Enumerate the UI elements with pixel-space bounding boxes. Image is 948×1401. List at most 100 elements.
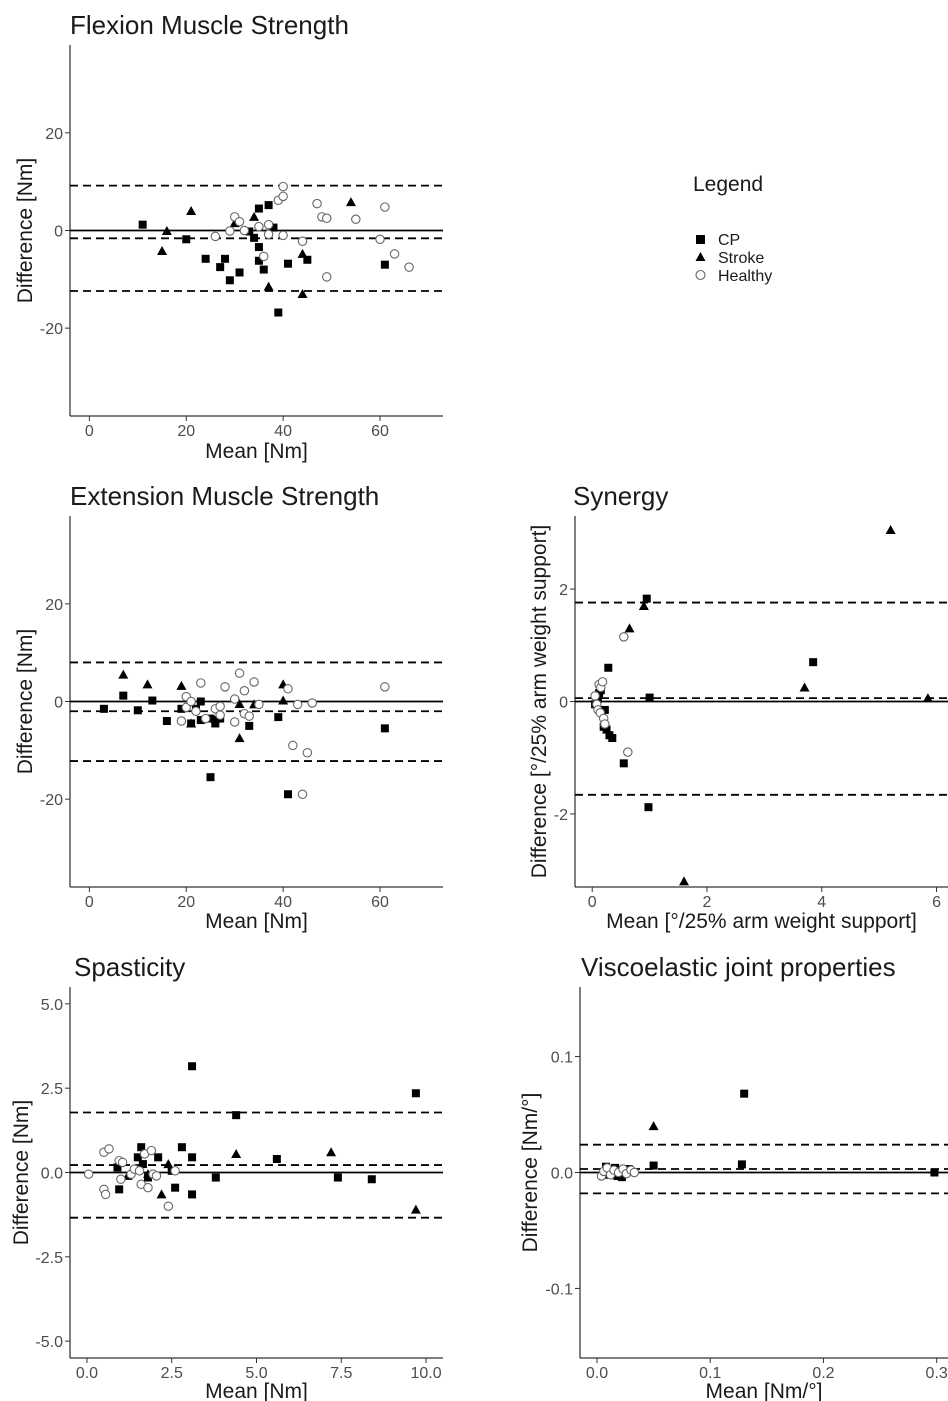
stroke-point <box>679 876 690 886</box>
y-tick-label: 0 <box>54 695 63 712</box>
series-cp <box>591 594 818 812</box>
series-healthy <box>176 668 390 799</box>
cp-point <box>644 803 653 812</box>
y-tick-label: 20 <box>45 126 63 143</box>
stroke-point <box>278 695 289 705</box>
healthy-point <box>191 706 201 717</box>
stroke-point <box>297 288 308 298</box>
healthy-point <box>134 1166 145 1176</box>
y-tick-label: -20 <box>40 321 63 338</box>
cp-point <box>602 725 611 734</box>
cp-point <box>608 734 617 743</box>
x-tick-label: 0.3 <box>926 1365 948 1382</box>
healthy-point <box>196 678 206 688</box>
cp-point <box>303 255 312 264</box>
cp-point <box>177 1143 186 1152</box>
y-tick-label: -0.1 <box>545 1281 573 1298</box>
panel-spasticity: Spasticity 0.0 2.5 5.0 7.5 10.0 -5.0 -2.5 0.0 2.5… <box>10 952 443 1401</box>
legend-title: Legend <box>693 173 763 196</box>
cp-point <box>380 724 389 733</box>
stroke-point <box>799 682 810 692</box>
x-axis-label: Mean [Nm] <box>205 1380 308 1401</box>
x-tick-label: 20 <box>177 423 195 440</box>
healthy-point <box>312 198 322 209</box>
legend-item-cp: CP <box>696 232 740 249</box>
healthy-point <box>297 236 308 246</box>
healthy-point <box>215 701 225 712</box>
healthy-point <box>629 1167 640 1178</box>
cp-point <box>367 1175 376 1184</box>
stroke-point <box>231 1148 242 1158</box>
stroke-point <box>648 1121 659 1131</box>
cp-point <box>196 697 205 706</box>
x-tick-label: 2 <box>703 894 712 911</box>
stroke-point <box>638 600 649 610</box>
x-tick-label: 40 <box>274 894 292 911</box>
healthy-point <box>225 226 235 236</box>
stroke-point <box>234 698 245 708</box>
cp-point <box>137 1143 146 1152</box>
cp-point <box>642 594 651 603</box>
cp-point <box>206 714 215 723</box>
legend-label-stroke: Stroke <box>718 250 764 267</box>
stroke-point <box>263 281 274 291</box>
stroke-point <box>156 1189 167 1199</box>
x-tick-label: 0.2 <box>812 1365 834 1382</box>
y-tick-label: 0.0 <box>41 1166 63 1183</box>
y-tick-label: -2.5 <box>35 1250 63 1267</box>
series-cp <box>99 691 389 799</box>
healthy-point <box>263 219 274 230</box>
series-cp <box>138 201 389 317</box>
stroke-point <box>410 1204 421 1214</box>
healthy-point <box>619 632 629 642</box>
x-tick-label: 20 <box>177 894 195 911</box>
healthy-point <box>307 698 317 708</box>
healthy-point <box>239 225 250 236</box>
stroke-point <box>163 1159 174 1169</box>
healthy-point <box>380 682 390 692</box>
series-healthy <box>210 181 414 282</box>
x-tick-label: 0 <box>85 423 94 440</box>
cp-point <box>133 1153 142 1162</box>
healthy-point <box>117 1157 128 1168</box>
stroke-point <box>345 197 356 207</box>
healthy-point <box>234 668 245 678</box>
healthy-point <box>229 717 240 727</box>
healthy-point <box>288 740 298 751</box>
healthy-point <box>590 691 600 701</box>
chart-title: Extension Muscle Strength <box>70 481 379 511</box>
healthy-point <box>200 713 211 724</box>
healthy-point <box>254 699 264 710</box>
y-tick-label: 2 <box>559 582 568 599</box>
x-tick-label: 40 <box>274 423 292 440</box>
cp-point <box>245 721 254 730</box>
y-tick-label: 0.1 <box>551 1050 573 1067</box>
healthy-point <box>83 1169 94 1179</box>
stroke-point <box>326 1147 337 1157</box>
legend-square-marker <box>696 235 705 244</box>
cp-point <box>138 1160 147 1169</box>
cp-point <box>188 1190 197 1199</box>
healthy-point <box>263 229 274 240</box>
legend-triangle-marker <box>695 252 706 261</box>
healthy-point <box>404 262 414 272</box>
x-tick-label: 60 <box>371 423 389 440</box>
stroke-point <box>922 693 933 703</box>
x-axis-label: Mean [Nm/°] <box>706 1380 823 1401</box>
y-axis-label: Difference [Nm/°] <box>519 1093 542 1253</box>
x-axis-label: Mean [Nm] <box>205 910 308 933</box>
cp-point <box>113 1163 122 1172</box>
cp-point <box>411 1089 420 1098</box>
healthy-point <box>389 249 400 259</box>
series-cp <box>113 1062 420 1199</box>
cp-point <box>259 265 268 274</box>
y-axis-label: Difference [°/25% arm weight support] <box>528 525 551 879</box>
healthy-point <box>375 234 385 245</box>
healthy-point <box>176 716 187 726</box>
cp-point <box>216 263 225 272</box>
cp-point <box>232 1111 241 1120</box>
healthy-point <box>215 710 225 720</box>
x-tick-label: 4 <box>817 894 826 911</box>
panel-extension: Extension Muscle Strength 0 20 40 60 -20 0 20 Me… <box>14 481 443 933</box>
